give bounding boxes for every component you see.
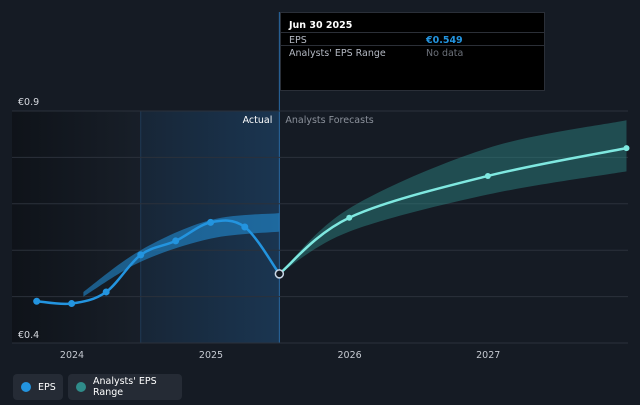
tooltip-row-range: Analysts' EPS Range No data bbox=[281, 45, 544, 62]
tooltip-eps-label: EPS bbox=[289, 35, 307, 46]
eps-forecast-point[interactable] bbox=[623, 145, 630, 152]
eps-dot-icon bbox=[21, 382, 31, 392]
x-tick-label: 2027 bbox=[476, 350, 500, 361]
actual-section-label: Actual bbox=[243, 115, 273, 126]
tooltip: Jun 30 2025 EPS €0.549 Analysts' EPS Ran… bbox=[280, 12, 545, 91]
eps-actual-point[interactable] bbox=[172, 237, 180, 245]
eps-range-band bbox=[83, 213, 280, 297]
eps-actual-point[interactable] bbox=[68, 300, 76, 308]
y-tick-label: €0.4 bbox=[18, 330, 39, 341]
eps-forecast-line bbox=[278, 146, 627, 275]
tooltip-date: Jun 30 2025 bbox=[289, 20, 353, 31]
eps-actual-point[interactable] bbox=[137, 251, 145, 259]
range-dot-icon bbox=[76, 382, 86, 392]
legend-eps-button[interactable]: EPS bbox=[13, 374, 63, 400]
eps-actual-point[interactable] bbox=[33, 297, 41, 305]
chart-background bbox=[12, 12, 280, 343]
eps-actual-point[interactable] bbox=[102, 288, 110, 296]
eps-range-bands bbox=[83, 120, 627, 297]
x-tick-label: 2024 bbox=[60, 350, 84, 361]
tooltip-range-value: No data bbox=[426, 48, 464, 59]
axis-labels: €0.9 €0.4 2024 2025 2026 2027 Actual Analysts F… bbox=[18, 97, 500, 361]
y-tick-label: €0.9 bbox=[18, 97, 39, 108]
tooltip-range-label: Analysts' EPS Range bbox=[289, 48, 386, 59]
gridlines bbox=[12, 110, 628, 344]
eps-points[interactable] bbox=[33, 145, 630, 308]
eps-actual-point[interactable] bbox=[207, 218, 215, 226]
eps-forecast-point[interactable] bbox=[484, 172, 491, 179]
tooltip-eps-value: €0.549 bbox=[426, 35, 463, 46]
legend-eps-label: EPS bbox=[38, 381, 56, 393]
tooltip-row-eps: EPS €0.549 bbox=[281, 32, 544, 49]
legend-range-button[interactable]: Analysts' EPS Range bbox=[68, 374, 182, 400]
eps-range-band bbox=[279, 120, 627, 274]
legend-range-label: Analysts' EPS Range bbox=[93, 376, 157, 398]
actual-past-region bbox=[12, 111, 141, 343]
x-tick-label: 2026 bbox=[338, 350, 362, 361]
forecast-section-label: Analysts Forecasts bbox=[285, 115, 373, 126]
x-tick-label: 2025 bbox=[199, 350, 223, 361]
eps-actual-point[interactable] bbox=[241, 223, 249, 231]
eps-current-point[interactable] bbox=[274, 269, 285, 279]
eps-forecast-point[interactable] bbox=[346, 214, 353, 221]
